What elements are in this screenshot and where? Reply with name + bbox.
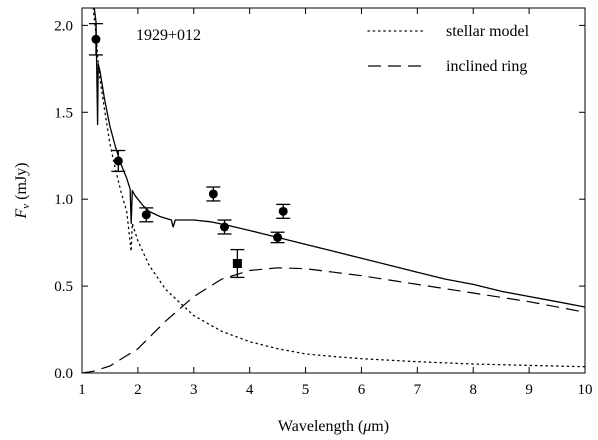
x-tick-label: 4 — [246, 382, 254, 398]
y-axis-label-main: F — [13, 209, 30, 220]
x-tick-label: 3 — [190, 382, 198, 398]
photometry-point-2 — [139, 207, 154, 223]
y-tick-label: 0.5 — [54, 279, 73, 295]
axis-ticks: 1 2 3 4 5 6 7 8 9 10 0.0 0.5 1.0 1.5 2.0 — [54, 8, 593, 398]
data-points — [88, 22, 291, 279]
x-axis-label-suffix: m) — [371, 418, 389, 435]
x-axis-label: Wavelength (μm) — [278, 418, 389, 435]
legend-label-inclined-ring: inclined ring — [446, 58, 527, 75]
y-tick-label: 2.0 — [54, 18, 73, 34]
y-tick-label: 1.5 — [54, 105, 73, 121]
x-tick-label: 10 — [578, 382, 593, 398]
photometry-point-5 — [270, 231, 285, 244]
x-tick-label: 2 — [134, 382, 142, 398]
model-curves — [82, 8, 585, 373]
x-axis-label-mu: μ — [362, 418, 371, 435]
legend: stellar model inclined ring — [367, 23, 530, 75]
x-tick-label: 5 — [302, 382, 310, 398]
total-model-curve — [93, 8, 585, 308]
y-axis-label-unit: (mJy) — [13, 163, 30, 204]
x-tick-label: 6 — [358, 382, 366, 398]
photometry-point-1 — [111, 149, 126, 173]
circle-marker — [91, 34, 101, 44]
x-axis-label-prefix: Wavelength ( — [278, 418, 363, 435]
x-tick-label: 8 — [469, 382, 477, 398]
square-marker — [232, 259, 242, 268]
circle-marker — [273, 232, 283, 242]
circle-marker — [113, 156, 123, 166]
photometry-point-4 — [217, 219, 232, 235]
plot-frame — [81, 7, 586, 374]
y-tick-label: 0.0 — [54, 366, 73, 382]
x-tick-label: 9 — [525, 382, 533, 398]
inclined-ring-curve — [82, 267, 585, 373]
y-axis-label: Fν (mJy) — [13, 163, 32, 220]
y-tick-label: 1.0 — [54, 192, 73, 208]
circle-marker — [141, 210, 151, 220]
circle-marker — [278, 206, 288, 216]
photometry-point-3 — [206, 186, 221, 202]
photometry-square-point-0 — [230, 248, 245, 279]
stellar-model-curve — [92, 8, 585, 368]
plot-content — [82, 8, 585, 373]
photometry-point-6 — [276, 203, 291, 219]
x-tick-label: 7 — [414, 382, 422, 398]
circle-marker — [220, 222, 230, 232]
legend-label-stellar-model: stellar model — [446, 23, 530, 40]
object-annotation: 1929+012 — [136, 27, 201, 44]
x-tick-label: 1 — [78, 382, 86, 398]
photometry-point-0 — [88, 22, 103, 56]
y-axis-label-sub: ν — [20, 204, 32, 209]
circle-marker — [208, 189, 218, 199]
